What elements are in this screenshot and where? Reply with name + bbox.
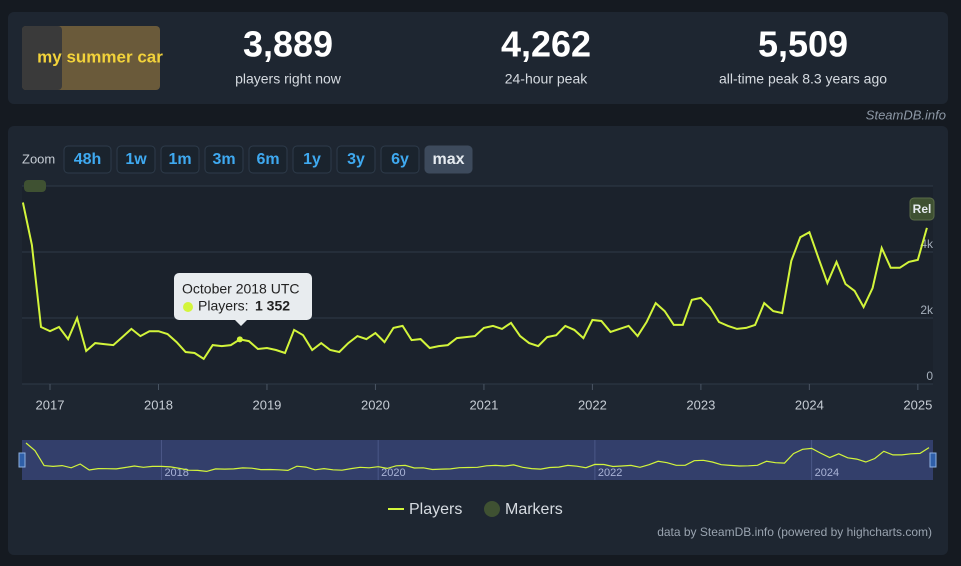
zoom-button[interactable] [424, 145, 473, 174]
legend-label[interactable]: Markers [505, 501, 563, 518]
x-tick-label: 2017 [36, 397, 65, 412]
navigator [22, 440, 933, 480]
zoom-button-label[interactable]: 6m [256, 151, 279, 168]
y-tick-label: 2k [920, 303, 934, 317]
marker-flag [909, 197, 935, 221]
x-tick-label: 2024 [795, 397, 824, 412]
zoom-button-label[interactable]: 1y [303, 151, 321, 168]
stat-value: 3,889 [243, 24, 333, 65]
zoom-label: Zoom [22, 151, 55, 166]
zoom-button-label[interactable]: 3m [212, 151, 235, 168]
navigator-label: 2022 [598, 467, 622, 479]
stat-value: 5,509 [758, 24, 848, 65]
navigator-label: 2024 [815, 467, 839, 479]
zoom-button[interactable] [292, 145, 332, 174]
y-tick-label: 0 [926, 369, 933, 383]
stat-value: 4,262 [501, 24, 591, 65]
navigator-label: 2020 [381, 467, 405, 479]
zoom-button-label[interactable]: 1m [168, 151, 191, 168]
x-tick-label: 2025 [903, 397, 932, 412]
stats-card [8, 12, 948, 104]
zoom-button-label[interactable]: max [432, 151, 464, 168]
zoom-button[interactable] [63, 145, 112, 174]
zoom-button[interactable] [160, 145, 200, 174]
x-tick-label: 2018 [144, 397, 173, 412]
zoom-button[interactable] [248, 145, 288, 174]
legend-label[interactable]: Players [409, 501, 462, 518]
zoom-button[interactable] [336, 145, 376, 174]
navigator-handle-left[interactable] [18, 452, 26, 468]
series-line [21, 202, 928, 361]
tooltip-value: 1 352 [255, 298, 290, 314]
zoom-button[interactable] [204, 145, 244, 174]
x-tick-label: 2020 [361, 397, 390, 412]
zoom-button-label[interactable]: 3y [347, 151, 365, 168]
stat-label: 24-hour peak [505, 71, 589, 87]
legend-marker-swatch [484, 501, 500, 517]
x-tick-label: 2023 [686, 397, 715, 412]
plot-area [22, 186, 933, 384]
hover-point [236, 336, 243, 343]
zoom-button-label[interactable]: 1w [125, 151, 147, 168]
navigator-label: 2018 [164, 467, 188, 479]
zoom-button[interactable] [380, 145, 420, 174]
marker-flag-left [24, 180, 46, 192]
x-tick-label: 2019 [252, 397, 281, 412]
logo-art [22, 26, 62, 90]
tooltip-title: October 2018 UTC [182, 281, 300, 297]
tooltip-box [174, 273, 312, 326]
credits[interactable]: data by SteamDB.info (powered by highcha… [657, 525, 932, 539]
navigator-line [25, 442, 930, 473]
zoom-button[interactable] [116, 145, 156, 174]
marker-label: Rel [913, 202, 932, 216]
tooltip-dot [183, 302, 193, 312]
zoom-button-label[interactable]: 6y [391, 151, 409, 168]
x-tick-label: 2022 [578, 397, 607, 412]
logo-text: my summer car [37, 47, 163, 66]
stat-label: players right now [235, 71, 342, 87]
navigator-handle-right[interactable] [929, 452, 937, 468]
stat-label: all-time peak 8.3 years ago [719, 71, 887, 87]
source: SteamDB.info [866, 107, 946, 122]
x-tick-label: 2021 [469, 397, 498, 412]
zoom-button-label[interactable]: 48h [74, 151, 102, 168]
tooltip-label: Players: [198, 298, 249, 314]
